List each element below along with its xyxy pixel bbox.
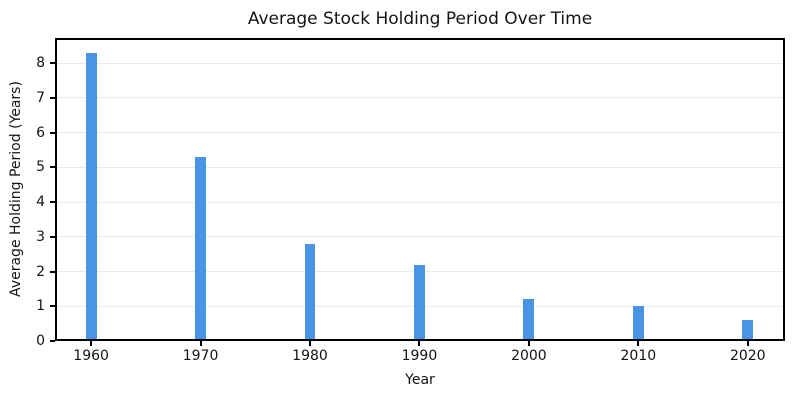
y-tick-mark xyxy=(50,131,55,134)
y-tick-label: 2 xyxy=(36,263,45,280)
gridline xyxy=(55,236,785,238)
bar-2000 xyxy=(523,299,535,341)
y-tick-mark xyxy=(50,235,55,238)
x-axis-label: Year xyxy=(405,372,435,388)
bar-2010 xyxy=(632,306,644,341)
y-tick-label: 6 xyxy=(36,124,45,141)
bar-1990 xyxy=(413,264,425,341)
y-tick-label: 5 xyxy=(36,159,45,176)
x-tick-mark xyxy=(746,341,749,346)
x-axis-ticks: 1960 1970 1980 1990 2000 2010 2020 xyxy=(55,341,785,375)
y-tick-mark xyxy=(50,270,55,273)
bar-1980 xyxy=(304,243,316,341)
y-tick-label: 8 xyxy=(36,55,45,72)
y-tick-label: 1 xyxy=(36,298,45,315)
y-tick-label: 4 xyxy=(36,194,45,210)
plot-area xyxy=(55,38,785,341)
x-tick-mark xyxy=(637,341,640,346)
y-tick-mark xyxy=(50,166,55,169)
gridline xyxy=(55,132,785,133)
x-tick-label: 2000 xyxy=(511,348,547,364)
x-tick-mark xyxy=(199,341,202,346)
y-tick-label: 3 xyxy=(36,228,45,245)
gridline xyxy=(55,97,785,99)
y-axis-ticks: 0 1 2 3 4 5 6 7 8 xyxy=(0,38,55,348)
y-tick-mark xyxy=(50,62,55,65)
gridline xyxy=(55,166,785,168)
y-tick-mark xyxy=(50,96,55,99)
x-tick-label: 1960 xyxy=(73,348,109,364)
x-tick-label: 1970 xyxy=(182,348,219,364)
y-tick-label: 0 xyxy=(36,333,45,349)
y-tick-mark xyxy=(50,340,55,342)
x-tick-mark xyxy=(527,341,530,346)
bar-1970 xyxy=(195,156,207,341)
gridline xyxy=(55,62,785,64)
chart-title: Average Stock Holding Period Over Time xyxy=(247,9,593,29)
y-tick-label: 7 xyxy=(36,89,45,106)
x-tick-mark xyxy=(309,341,311,346)
x-tick-mark xyxy=(90,341,93,346)
x-tick-label: 1980 xyxy=(292,348,328,364)
y-tick-mark xyxy=(50,201,55,203)
x-tick-label: 2020 xyxy=(729,348,766,364)
bar-2020 xyxy=(742,320,754,341)
y-tick-mark xyxy=(50,305,55,308)
gridline xyxy=(55,201,785,203)
x-tick-label: 1990 xyxy=(401,348,438,364)
x-tick-mark xyxy=(418,341,421,346)
bar-1960 xyxy=(85,52,97,341)
x-tick-label: 2010 xyxy=(620,348,657,364)
